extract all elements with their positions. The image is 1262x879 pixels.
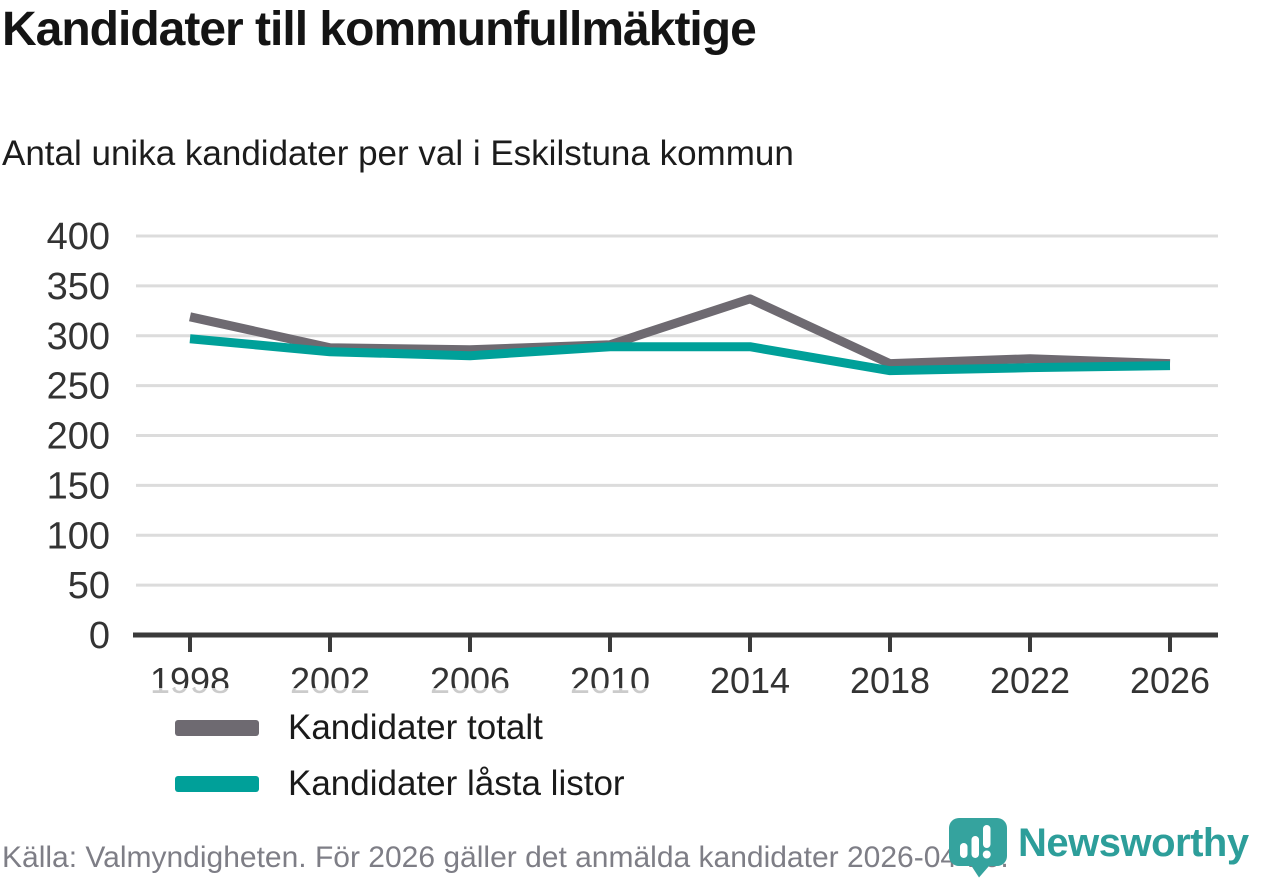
legend-label-total: Kandidater totalt bbox=[288, 708, 543, 747]
y-axis-tick-label: 250 bbox=[47, 366, 110, 408]
newsworthy-bubble-chart-icon bbox=[949, 818, 1007, 878]
y-axis-tick-label: 0 bbox=[89, 615, 110, 657]
y-axis-tick-label: 300 bbox=[47, 316, 110, 358]
legend-swatch-total bbox=[175, 720, 259, 736]
legend-swatch-locked-lists bbox=[175, 776, 259, 792]
source-note: Källa: Valmyndigheten. För 2026 gäller d… bbox=[2, 841, 1009, 874]
bar-medium bbox=[971, 836, 979, 858]
brand-wordmark: Newsworthy bbox=[1018, 821, 1249, 865]
newsworthy-logo: Newsworthy bbox=[947, 816, 1249, 878]
chart-subtitle: Antal unika kandidater per val i Eskilst… bbox=[2, 134, 794, 173]
x-axis-tick-label: 2022 bbox=[990, 660, 1070, 701]
exclamation-bar bbox=[983, 825, 991, 848]
series-line bbox=[189, 334, 1171, 376]
y-axis-tick-label: 350 bbox=[47, 266, 110, 308]
page-title: Kandidater till kommunfullmäktige bbox=[2, 3, 757, 56]
x-axis-tick-label: 2018 bbox=[850, 660, 930, 701]
y-axis-tick-label: 200 bbox=[47, 416, 110, 458]
line-chart: 0 50 100 150 200 250 300 350 400 1998 2002 2006 2010… bbox=[0, 210, 1262, 826]
y-axis-tick-label: 50 bbox=[68, 565, 110, 607]
x-axis-tick-label: 2014 bbox=[710, 660, 790, 701]
exclamation-dot bbox=[982, 850, 991, 859]
y-axis-tick-label: 100 bbox=[47, 515, 110, 557]
bar-short bbox=[960, 843, 968, 858]
legend-label-locked-lists: Kandidater låsta listor bbox=[288, 764, 625, 803]
legend-item-total: Kandidater totalt bbox=[175, 700, 625, 756]
y-axis-tick-label: 150 bbox=[47, 465, 110, 507]
y-axis-tick-label: 400 bbox=[47, 216, 110, 258]
x-axis-tick-label: 2026 bbox=[1130, 660, 1210, 701]
legend-item-locked-lists: Kandidater låsta listor bbox=[175, 756, 625, 812]
chart-legend: Kandidater totalt Kandidater låsta listo… bbox=[150, 688, 655, 826]
